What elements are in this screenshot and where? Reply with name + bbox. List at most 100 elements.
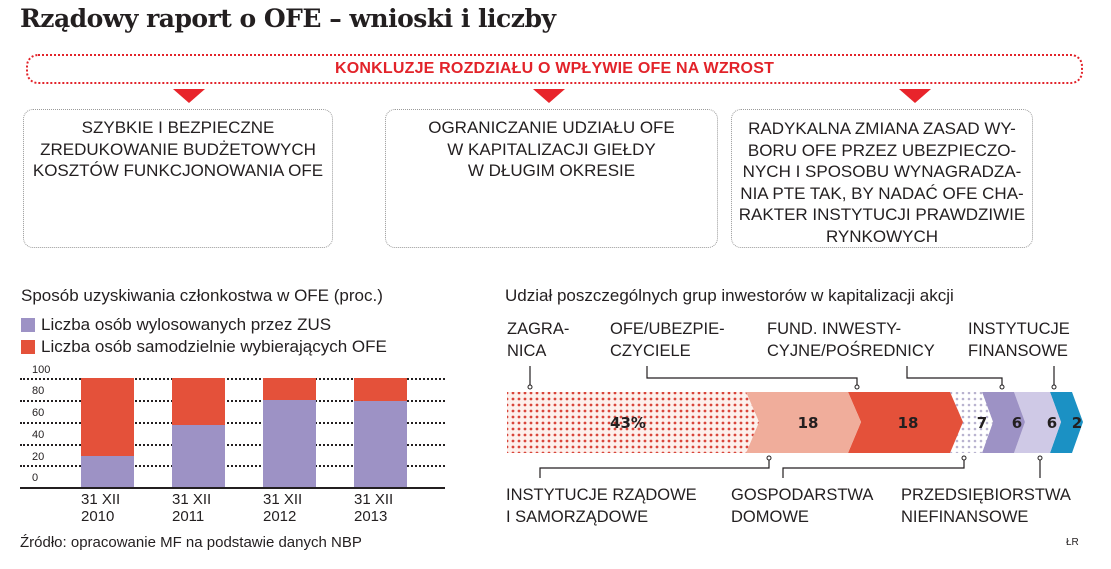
y-tick: 100 xyxy=(32,364,51,376)
label-line: ZAGRA- xyxy=(507,320,570,338)
legend-label: Liczba osób samodzielnie wybierających O… xyxy=(41,337,387,356)
segment-value: 43% xyxy=(610,414,646,432)
conclusion-line: SZYBKIE I BEZPIECZNE xyxy=(81,118,275,137)
label-line: NICA xyxy=(507,342,547,360)
x-label-2012: 31 XII 2012 xyxy=(263,491,302,525)
conclusion-line: W DŁUGIM OKRESIE xyxy=(467,161,636,180)
membership-bar-chart: 100 80 60 40 20 0 31 XII 2010 31 XII 201… xyxy=(20,364,445,540)
bar-segment-self xyxy=(172,378,225,425)
label-line: NIEFINANSOWE xyxy=(901,508,1029,526)
label-gospodarstwa-domowe: GOSPODARSTWA DOMOWE xyxy=(731,484,873,528)
membership-legend: Liczba osób wylosowanych przez ZUS Liczb… xyxy=(21,314,387,358)
banner-text: KONKLUZJE ROZDZIAŁU O WPŁYWIE OFE NA WZR… xyxy=(334,60,775,77)
conclusion-line: KOSZTÓW FUNKCJONOWANIA OFE xyxy=(32,161,324,180)
legend-item-self: Liczba osób samodzielnie wybierających O… xyxy=(21,336,387,358)
leader-lines-bottom xyxy=(539,459,1041,478)
legend-label: Liczba osób wylosowanych przez ZUS xyxy=(41,315,332,334)
gridline xyxy=(20,422,445,424)
label-instytucje-rzadowe: INSTYTUCJE RZĄDOWE I SAMORZĄDOWE xyxy=(506,484,697,528)
bar-segment-zus xyxy=(263,400,316,487)
source-note: Źródło: opracowanie MF na podstawie dany… xyxy=(20,534,362,551)
leader-dots-top xyxy=(527,384,1057,390)
bar-2010 xyxy=(81,378,134,487)
arrow-down-icon xyxy=(899,89,931,103)
conclusion-line: NIA PTE TAK, BY NADAĆ OFE CHA- xyxy=(740,183,1024,203)
conclusion-box-1: SZYBKIE I BEZPIECZNE ZREDUKOWANIE BUDŻET… xyxy=(23,109,333,248)
x-label-line: 2012 xyxy=(263,508,297,525)
bar-segment-self xyxy=(81,378,134,456)
author-credit: ŁR xyxy=(1066,537,1079,548)
bar-segment-zus xyxy=(81,456,134,487)
segment-value: 18 xyxy=(798,414,819,432)
conclusion-box-2: OGRANICZANIE UDZIAŁU OFE W KAPITALIZACJI… xyxy=(385,109,718,248)
label-line: OFE/UBEZPIE- xyxy=(610,320,725,338)
y-tick: 40 xyxy=(32,429,45,441)
x-label-line: 31 XII xyxy=(354,491,394,508)
label-instytucje-finansowe: INSTYTUCJE FINANSOWE xyxy=(968,318,1070,362)
label-line: FUND. INWESTY- xyxy=(767,320,902,338)
segment-instytucje-finansowe xyxy=(1050,392,1083,453)
label-line: FINANSOWE xyxy=(968,342,1068,360)
gridline xyxy=(20,378,445,380)
bar-segment-self xyxy=(354,378,407,401)
investors-chart-title: Udział poszczególnych grup inwestorów w … xyxy=(505,286,954,305)
legend-swatch-purple xyxy=(21,318,35,332)
arrow-down-icon xyxy=(173,89,205,103)
label-zagranica: ZAGRA- NICA xyxy=(507,318,569,362)
label-line: GOSPODARSTWA xyxy=(731,486,874,504)
membership-chart-title: Sposób uzyskiwania członkostwa w OFE (pr… xyxy=(21,286,383,305)
y-tick: 20 xyxy=(32,451,45,463)
segment-value: 2 xyxy=(1072,414,1082,432)
label-przedsiebiorstwa: PRZEDSIĘBIORSTWA NIEFINANSOWE xyxy=(901,484,1071,528)
x-label-2013: 31 XII 2013 xyxy=(354,491,393,525)
x-label-2010: 31 XII 2010 xyxy=(81,491,120,525)
segment-value: 7 xyxy=(977,414,987,432)
bar-2012 xyxy=(263,378,316,487)
segment-fundusze xyxy=(982,392,1025,453)
gridline xyxy=(20,400,445,402)
segment-value: 6 xyxy=(1047,414,1057,432)
bar-segment-self xyxy=(263,378,316,400)
label-line: INSTYTUCJE RZĄDOWE xyxy=(506,486,697,504)
conclusion-line: ZREDUKOWANIE BUDŻETOWYCH xyxy=(40,139,316,159)
gridline xyxy=(20,465,445,467)
leader-lines-top xyxy=(529,366,1055,386)
conclusion-line: RADYKALNA ZMIANA ZASAD WY- xyxy=(748,119,1016,138)
conclusion-line: W KAPITALIZACJI GIEŁDY xyxy=(447,139,656,159)
conclusion-line: RYNKOWYCH xyxy=(825,226,939,246)
y-tick: 80 xyxy=(32,385,45,397)
conclusions-banner: KONKLUZJE ROZDZIAŁU O WPŁYWIE OFE NA WZR… xyxy=(26,54,1083,84)
label-line: DOMOWE xyxy=(731,508,809,526)
x-label-line: 2013 xyxy=(354,508,388,525)
bar-segment-zus xyxy=(172,425,225,487)
bar-segment-zus xyxy=(354,401,407,487)
conclusion-line: BORU OFE PRZEZ UBEZPIECZO- xyxy=(747,140,1017,160)
conclusion-line: RAKTER INSTYTUCJI PRAWDZIWIE xyxy=(738,205,1026,224)
x-label-line: 31 XII xyxy=(81,491,121,508)
page-title: Rządowy raport o OFE – wnioski i liczby xyxy=(20,4,556,33)
label-line: I SAMORZĄDOWE xyxy=(506,508,649,526)
segment-gospodarstwa xyxy=(746,392,861,453)
legend-swatch-red xyxy=(21,340,35,354)
leader-dots-bottom xyxy=(766,455,1043,461)
x-label-line: 31 XII xyxy=(263,491,303,508)
conclusion-box-3: RADYKALNA ZMIANA ZASAD WY- BORU OFE PRZE… xyxy=(731,109,1033,248)
x-label-line: 2011 xyxy=(172,508,205,525)
segment-ofe xyxy=(848,392,963,453)
legend-item-zus: Liczba osób wylosowanych przez ZUS xyxy=(21,314,387,336)
x-axis xyxy=(20,487,445,489)
y-tick: 60 xyxy=(32,407,45,419)
arrow-down-icon xyxy=(533,89,565,103)
x-label-2011: 31 XII 2011 xyxy=(172,491,211,525)
x-label-line: 2010 xyxy=(81,508,115,525)
gridline xyxy=(20,444,445,446)
label-line: PRZEDSIĘBIORSTWA xyxy=(901,486,1071,504)
bar-2011 xyxy=(172,378,225,487)
conclusion-line: NYCH I SPOSOBU WYNAGRADZA- xyxy=(742,162,1022,181)
label-ofe-ubezpieczyciele: OFE/UBEZPIE- CZYCIELE xyxy=(610,318,725,362)
bar-2013 xyxy=(354,378,407,487)
segment-przedsiebiorstwa xyxy=(950,392,993,453)
x-label-line: 31 XII xyxy=(172,491,212,508)
label-fundusze-inwestycyjne: FUND. INWESTY- CYJNE/POŚREDNICY xyxy=(767,318,935,362)
